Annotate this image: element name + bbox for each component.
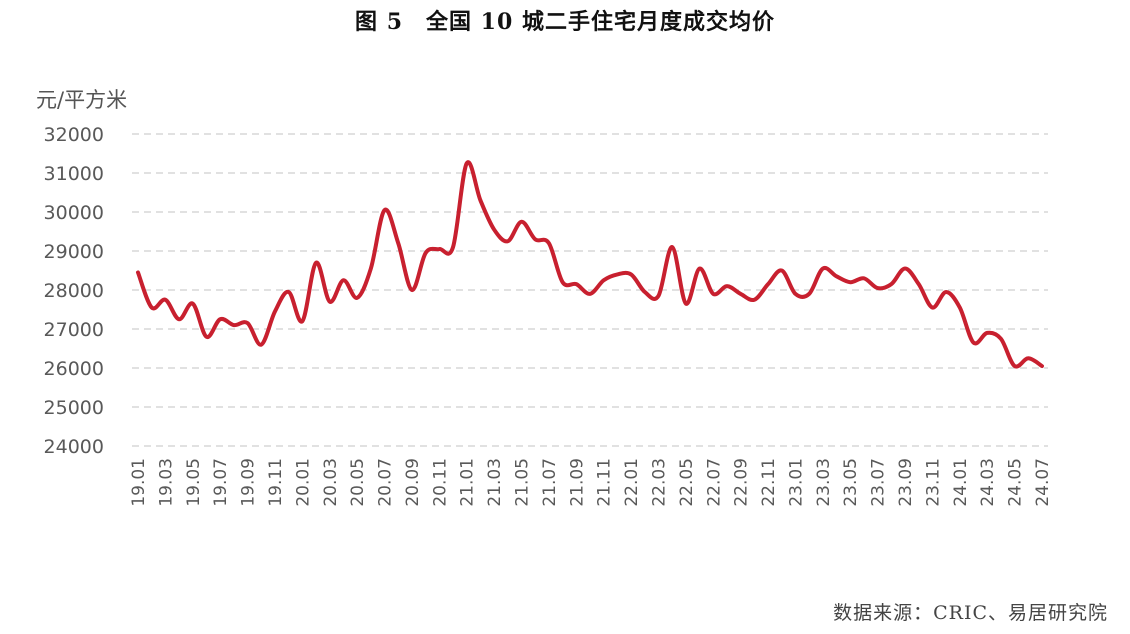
x-tick-label: 23.03 — [814, 458, 834, 507]
x-tick-label: 21.11 — [595, 458, 615, 507]
x-tick-label: 20.09 — [403, 458, 423, 507]
y-tick-label: 32000 — [44, 124, 104, 146]
x-tick-label: 21.01 — [458, 458, 478, 507]
x-tick-label: 23.09 — [896, 458, 916, 507]
x-tick-label: 22.01 — [622, 458, 642, 507]
y-axis-unit-label: 元/平方米 — [36, 88, 128, 112]
x-tick-label: 20.05 — [348, 458, 368, 507]
x-tick-label: 21.09 — [567, 458, 587, 507]
x-tick-label: 24.07 — [1033, 458, 1053, 507]
y-tick-label: 29000 — [44, 241, 104, 263]
x-tick-label: 23.01 — [786, 458, 806, 507]
y-tick-label: 31000 — [44, 163, 104, 185]
x-tick-label: 23.11 — [923, 458, 943, 507]
x-tick-label: 19.11 — [266, 458, 286, 507]
x-tick-label: 20.03 — [321, 458, 341, 507]
y-tick-label: 26000 — [44, 358, 104, 380]
x-tick-label: 19.07 — [211, 458, 231, 507]
x-tick-label: 20.07 — [376, 458, 396, 507]
x-tick-label: 19.03 — [156, 458, 176, 507]
y-tick-label: 28000 — [44, 280, 104, 302]
x-tick-label: 21.05 — [513, 458, 533, 507]
x-tick-label: 22.07 — [704, 458, 724, 507]
x-tick-label: 24.03 — [978, 458, 998, 507]
data-source-note: 数据来源：CRIC、易居研究院 — [833, 602, 1108, 624]
y-tick-label: 27000 — [44, 319, 104, 341]
gridlines — [132, 133, 1048, 447]
series-line — [136, 160, 1044, 369]
y-tick-label: 25000 — [44, 397, 104, 419]
x-tick-label: 21.07 — [540, 458, 560, 507]
x-tick-label: 22.09 — [732, 458, 752, 507]
x-tick-label: 23.05 — [841, 458, 861, 507]
x-tick-label: 23.07 — [869, 458, 889, 507]
x-tick-label: 22.11 — [759, 458, 779, 507]
x-tick-label: 21.03 — [485, 458, 505, 507]
x-tick-label: 20.01 — [293, 458, 313, 507]
chart-title: 图 5 全国 10 城二手住宅月度成交均价 — [355, 9, 775, 35]
x-tick-label: 22.03 — [649, 458, 669, 507]
x-tick-label: 19.01 — [129, 458, 149, 507]
y-tick-label: 30000 — [44, 202, 104, 224]
x-tick-label: 22.05 — [677, 458, 697, 507]
x-tick-label: 24.05 — [1006, 458, 1026, 507]
x-tick-label: 20.11 — [430, 458, 450, 507]
x-tick-label: 19.05 — [184, 458, 204, 507]
x-tick-label: 19.09 — [239, 458, 259, 507]
x-axis-ticks: 19.01 19.03 19.05 19.07 19.09 19.11 20.01 20.03… — [129, 458, 1053, 507]
y-tick-label: 24000 — [44, 436, 104, 458]
x-tick-label: 24.01 — [951, 458, 971, 507]
y-axis-ticks: 32000 31000 30000 29000 28000 27000 26000 25000… — [44, 124, 104, 458]
